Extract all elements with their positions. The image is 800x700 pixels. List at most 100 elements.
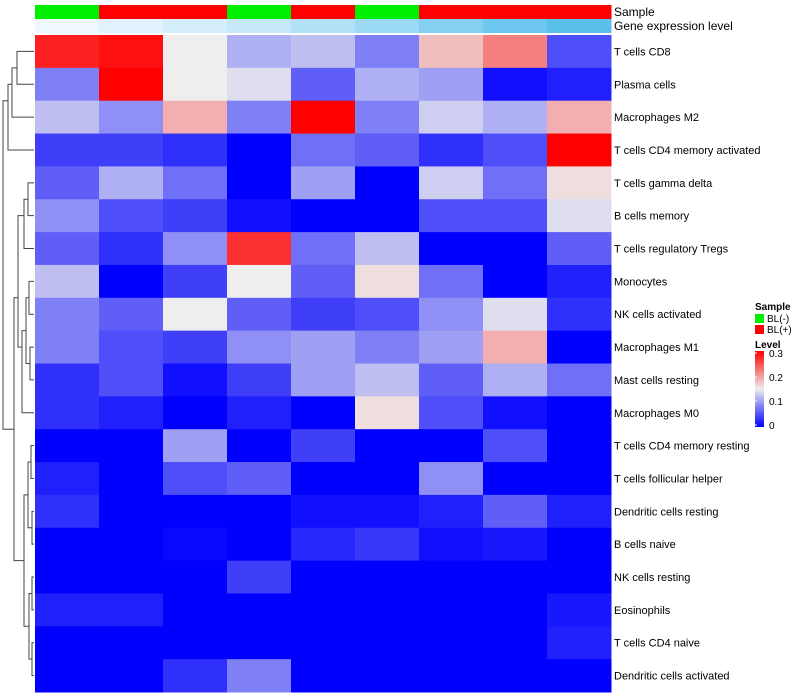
heatmap-cell bbox=[483, 232, 548, 266]
heatmap-cell bbox=[227, 133, 292, 167]
heatmap-cell bbox=[163, 199, 228, 233]
gene-expression-annotation-cell bbox=[419, 19, 484, 33]
row-label: Dendritic cells resting bbox=[614, 506, 719, 518]
dendrogram-branch bbox=[29, 346, 34, 381]
sample-annotation-cell bbox=[35, 5, 100, 19]
legend-sample-swatch bbox=[755, 325, 764, 334]
heatmap-cell bbox=[99, 626, 164, 660]
row-label: Dendritic cells activated bbox=[614, 671, 730, 683]
row-label: Eosinophils bbox=[614, 605, 671, 617]
sample-annotation-cell bbox=[163, 5, 228, 19]
heatmap-cell bbox=[547, 396, 612, 430]
heatmap-cell bbox=[419, 659, 484, 693]
heatmap-cell bbox=[355, 67, 420, 102]
heatmap-cell bbox=[547, 232, 612, 266]
gene-expression-annotation-title: Gene expression level bbox=[614, 19, 733, 33]
heatmap-cell bbox=[35, 494, 100, 529]
heatmap-cell bbox=[35, 527, 100, 562]
heatmap-cell bbox=[227, 494, 292, 529]
heatmap-cell bbox=[227, 297, 292, 332]
heatmap-cell bbox=[35, 593, 100, 627]
heatmap-cell bbox=[355, 363, 420, 397]
heatmap-cell bbox=[163, 297, 228, 332]
row-label: T cells CD4 naive bbox=[614, 638, 700, 650]
legend-sample-label: BL(-) bbox=[767, 314, 789, 325]
heatmap-cell bbox=[291, 35, 356, 69]
row-labels: T cells CD8 Plasma cells Macrophages M2 T c… bbox=[614, 46, 761, 682]
heatmap-cell bbox=[547, 560, 612, 594]
heatmap-cell bbox=[419, 626, 484, 660]
heatmap-cell bbox=[227, 593, 292, 627]
heatmap-cell bbox=[35, 232, 100, 266]
heatmap-cell bbox=[291, 429, 356, 463]
heatmap-cell bbox=[227, 396, 292, 430]
sample-annotation-cell bbox=[483, 5, 548, 19]
heatmap-cell bbox=[355, 232, 420, 266]
heatmap-cell bbox=[99, 166, 164, 200]
heatmap-cell bbox=[419, 133, 484, 167]
heatmap-cell bbox=[355, 429, 420, 463]
heatmap-cell bbox=[99, 100, 164, 135]
heatmap-cell bbox=[35, 560, 100, 594]
dendrogram-branch bbox=[11, 67, 34, 118]
heatmap-cell bbox=[547, 494, 612, 529]
heatmap-cell bbox=[35, 330, 100, 364]
row-label: Macrophages M1 bbox=[614, 342, 699, 354]
heatmap-cell bbox=[419, 297, 484, 332]
heatmap-cell bbox=[419, 67, 484, 102]
heatmap-cell bbox=[483, 35, 548, 69]
heatmap-cell bbox=[99, 593, 164, 627]
row-label: T cells CD8 bbox=[614, 46, 671, 58]
heatmap-cell bbox=[35, 264, 100, 299]
heatmap-cell bbox=[547, 133, 612, 167]
gene-expression-annotation-cell bbox=[355, 19, 420, 33]
heatmap-cell bbox=[547, 429, 612, 463]
heatmap-cell bbox=[291, 297, 356, 332]
heatmap-cell bbox=[419, 264, 484, 299]
heatmap-cell bbox=[355, 462, 420, 496]
row-label: T cells CD4 memory activated bbox=[614, 145, 761, 157]
heatmap-cell bbox=[547, 330, 612, 364]
heatmap-cell bbox=[35, 133, 100, 167]
row-dendrogram bbox=[2, 50, 34, 677]
heatmap-cell bbox=[419, 560, 484, 594]
heatmap-cell bbox=[483, 560, 548, 594]
heatmap-cell bbox=[163, 35, 228, 69]
dendrogram-branch bbox=[16, 50, 34, 85]
heatmap-cell bbox=[99, 133, 164, 167]
row-label: NK cells activated bbox=[614, 309, 701, 321]
heatmap-cell bbox=[483, 659, 548, 693]
heatmap-cell bbox=[419, 199, 484, 233]
dendrogram-branch bbox=[27, 182, 34, 217]
heatmap-cell bbox=[547, 626, 612, 660]
heatmap-cell bbox=[291, 593, 356, 627]
heatmap-cell bbox=[227, 462, 292, 496]
row-label: T cells gamma delta bbox=[614, 178, 713, 190]
heatmap-cell bbox=[547, 35, 612, 69]
legend-level-tick-label: 0 bbox=[769, 421, 775, 432]
sample-annotation-cell bbox=[419, 5, 484, 19]
row-label: Monocytes bbox=[614, 276, 668, 288]
heatmap-cell bbox=[483, 166, 548, 200]
legend-sample-label: BL(+) bbox=[767, 325, 792, 336]
heatmap-cell bbox=[163, 527, 228, 562]
heatmap-cell bbox=[419, 330, 484, 364]
heatmap-cell bbox=[547, 659, 612, 693]
heatmap-cell bbox=[227, 330, 292, 364]
heatmap-cell bbox=[355, 100, 420, 135]
heatmap-cell bbox=[99, 527, 164, 562]
heatmap-cell bbox=[483, 100, 548, 135]
heatmap-cell bbox=[163, 659, 228, 693]
heatmap-cell bbox=[35, 199, 100, 233]
sample-annotation-cell bbox=[99, 5, 164, 19]
row-label: T cells regulatory Tregs bbox=[614, 244, 729, 256]
heatmap-cell bbox=[99, 363, 164, 397]
heatmap-cell bbox=[355, 659, 420, 693]
dendrogram-branch bbox=[30, 445, 34, 479]
heatmap-cell bbox=[291, 264, 356, 299]
heatmap-cell bbox=[483, 264, 548, 299]
heatmap-cell bbox=[355, 494, 420, 529]
heatmap-cell bbox=[227, 363, 292, 397]
gene-expression-annotation-cell bbox=[547, 19, 612, 33]
